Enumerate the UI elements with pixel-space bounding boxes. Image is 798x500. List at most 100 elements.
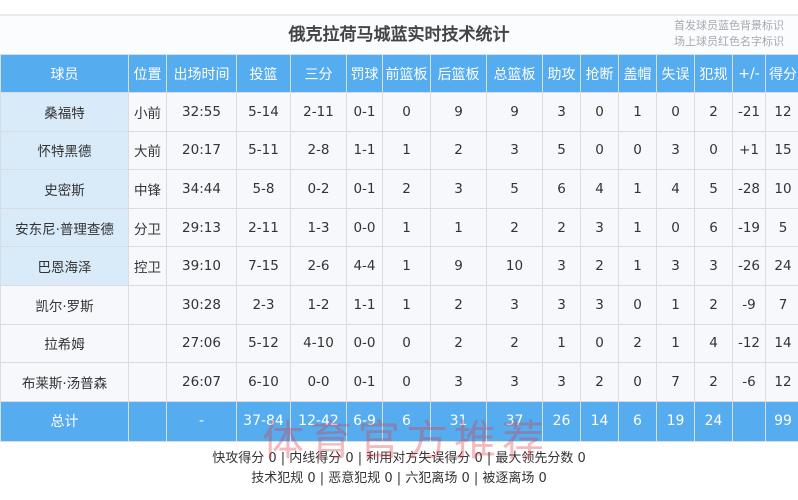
stat-cell: 0 — [618, 130, 657, 171]
stat-cell: 0 — [694, 130, 733, 171]
player-name[interactable]: 桑福特 — [0, 92, 129, 132]
player-name[interactable]: 巴恩海泽 — [0, 246, 129, 286]
stat-cell: 2-6 — [290, 246, 347, 286]
stats-panel: 俄克拉荷马城蓝实时技术统计 首发球员蓝色背景标识 场上球员红色名字标识 球员 位置… — [0, 14, 798, 500]
stat-cell: 0-0 — [290, 362, 347, 402]
stat-cell: 3 — [430, 362, 487, 402]
stat-cell: 6 — [694, 207, 733, 248]
stat-cell: 3 — [694, 246, 733, 286]
column-header[interactable]: 抢断 — [580, 54, 619, 93]
column-header[interactable]: 三分 — [290, 54, 347, 93]
stat-cell: 1-2 — [290, 284, 347, 325]
column-header[interactable]: 罚球 — [346, 54, 383, 93]
stat-cell: 1 — [382, 246, 431, 286]
stat-cell: -9 — [732, 284, 766, 325]
stat-cell: 0-2 — [290, 169, 347, 209]
stat-cell — [128, 362, 167, 402]
column-header[interactable]: 助攻 — [542, 54, 581, 93]
stat-cell: -26 — [732, 246, 766, 286]
column-header[interactable]: 得分 — [765, 54, 798, 93]
player-name[interactable]: 史密斯 — [0, 169, 129, 209]
stat-cell: 10 — [486, 246, 543, 286]
column-header[interactable]: +/- — [732, 54, 766, 93]
totals-row: 总计 -37-84 12-42 6-9 6 31 37 26 14 6 19 24 99 — [0, 400, 798, 442]
stat-cell: 34:44 — [166, 169, 237, 209]
stat-cell: 3 — [580, 207, 619, 248]
player-row: 拉希姆 27:06 5-12 4-10 0-0 0 2 2 1 0 2 1 4 -12 14 — [0, 323, 798, 364]
column-header[interactable]: 位置 — [128, 54, 167, 93]
stat-cell: 5 — [765, 207, 798, 248]
stat-cell: 30:28 — [166, 284, 237, 325]
total-cell: 24 — [694, 400, 733, 442]
stat-cell: 1 — [618, 246, 657, 286]
total-cell — [128, 400, 167, 442]
summary-line-2: 技术犯规 0 | 恶意犯规 0 | 六犯离场 0 | 被逐离场 0 — [251, 470, 547, 486]
stat-cell: 12 — [765, 362, 798, 402]
stats-table: 球员 位置 出场时间 投篮 三分 罚球 前篮板 后篮板 总篮板 助攻 抢断 盖帽 失误 犯规 +/- 得分 桑… — [0, 54, 798, 442]
title-bar: 俄克拉荷马城蓝实时技术统计 首发球员蓝色背景标识 场上球员红色名字标识 — [0, 16, 798, 54]
stat-cell: -6 — [732, 362, 766, 402]
stat-cell: 39:10 — [166, 246, 237, 286]
stat-cell: 10 — [765, 169, 798, 209]
stat-cell: 7 — [765, 284, 798, 325]
stat-cell: 2-11 — [236, 207, 291, 248]
stat-cell — [128, 323, 167, 364]
column-header[interactable]: 失误 — [656, 54, 695, 93]
total-cell: - — [166, 400, 237, 442]
stat-cell: 12 — [765, 92, 798, 132]
player-row: 怀特黑德 大前 20:17 5-11 2-8 1-1 1 2 3 5 0 0 3 0 +1 15 — [0, 130, 798, 171]
total-cell: 31 — [430, 400, 487, 442]
stat-cell: 0-0 — [346, 323, 383, 364]
column-header[interactable]: 盖帽 — [618, 54, 657, 93]
stat-cell: 9 — [430, 246, 487, 286]
stat-cell: 3 — [430, 169, 487, 209]
stat-cell: 5 — [694, 169, 733, 209]
stat-cell: 3 — [542, 362, 581, 402]
stat-cell: 5 — [542, 130, 581, 171]
stat-cell: 6 — [542, 169, 581, 209]
stat-cell: 29:13 — [166, 207, 237, 248]
stat-cell: 4 — [656, 169, 695, 209]
column-header[interactable]: 后篮板 — [430, 54, 487, 93]
player-name[interactable]: 安东尼·普理查德 — [0, 207, 129, 248]
player-name[interactable]: 凯尔·罗斯 — [0, 284, 129, 325]
column-header[interactable]: 前篮板 — [382, 54, 431, 93]
stat-cell: 2 — [430, 284, 487, 325]
stat-cell: 2-11 — [290, 92, 347, 132]
stat-cell: 2 — [486, 207, 543, 248]
stat-cell: 分卫 — [128, 207, 167, 248]
player-row: 巴恩海泽 控卫 39:10 7-15 2-6 4-4 1 9 10 3 2 1 3 3 -26 24 — [0, 246, 798, 286]
stat-cell: 3 — [542, 284, 581, 325]
column-header[interactable]: 犯规 — [694, 54, 733, 93]
column-header[interactable]: 球员 — [0, 54, 129, 93]
player-name[interactable]: 怀特黑德 — [0, 130, 129, 171]
stat-cell: 控卫 — [128, 246, 167, 286]
stat-cell: 1-3 — [290, 207, 347, 248]
column-header[interactable]: 出场时间 — [166, 54, 237, 93]
stat-cell: 3 — [656, 130, 695, 171]
stat-cell: 0 — [580, 92, 619, 132]
stat-cell: 4-10 — [290, 323, 347, 364]
stat-cell: 1-1 — [346, 130, 383, 171]
stat-cell: 4 — [580, 169, 619, 209]
player-name[interactable]: 布莱斯·汤普森 — [0, 362, 129, 402]
stat-cell: 2-8 — [290, 130, 347, 171]
stat-cell: 1 — [382, 207, 431, 248]
stat-cell: 0 — [656, 207, 695, 248]
total-cell: 37-84 — [236, 400, 291, 442]
stat-cell: 5-12 — [236, 323, 291, 364]
stat-cell: 9 — [486, 92, 543, 132]
column-header[interactable]: 投篮 — [236, 54, 291, 93]
header-row: 球员 位置 出场时间 投篮 三分 罚球 前篮板 后篮板 总篮板 助攻 抢断 盖帽 失误 犯规 +/- 得分 — [0, 54, 798, 93]
stat-cell: 2 — [542, 207, 581, 248]
legend-on-court: 场上球员红色名字标识 — [674, 35, 784, 48]
stat-cell: 中锋 — [128, 169, 167, 209]
player-name[interactable]: 拉希姆 — [0, 323, 129, 364]
column-header[interactable]: 总篮板 — [486, 54, 543, 93]
stat-cell: -19 — [732, 207, 766, 248]
stat-cell: 2 — [694, 362, 733, 402]
total-cell: 6-9 — [346, 400, 383, 442]
total-cell: 总计 — [0, 400, 129, 442]
stat-cell: 15 — [765, 130, 798, 171]
total-cell: 37 — [486, 400, 543, 442]
